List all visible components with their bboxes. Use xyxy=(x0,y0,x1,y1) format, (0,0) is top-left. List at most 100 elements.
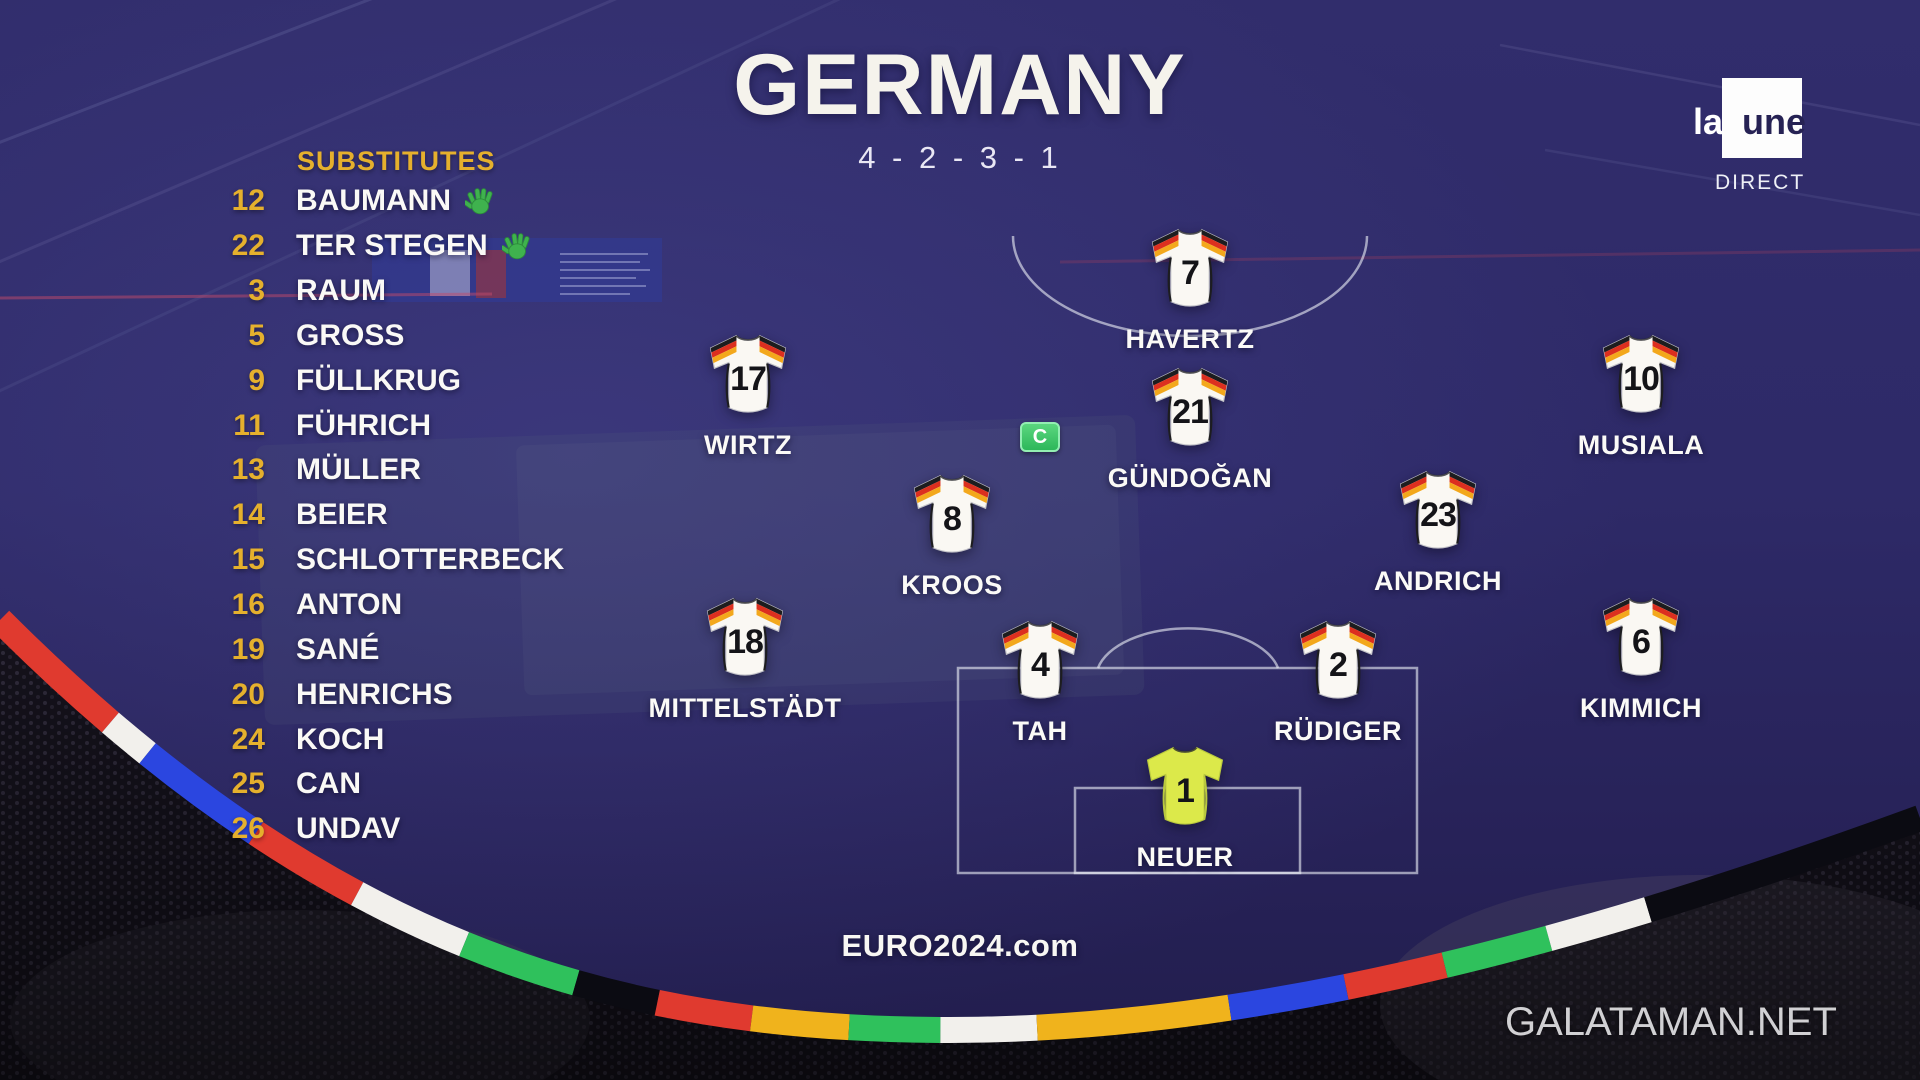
substitute-row: 5 GROSS xyxy=(150,314,670,359)
substitute-number: 9 xyxy=(248,363,265,397)
logo-une: une xyxy=(1742,101,1807,142)
substitute-name: FÜLLKRUG xyxy=(296,363,461,397)
player-jersey: 18 xyxy=(697,590,793,686)
watermark: GALATAMAN.NET xyxy=(1505,1000,1837,1044)
player-jersey: 2 xyxy=(1290,613,1386,709)
player-jersey: 10 xyxy=(1593,327,1689,423)
player-slot: 10 MUSIALA xyxy=(1521,327,1761,461)
player-slot: 2 RÜDIGER xyxy=(1218,613,1458,747)
substitute-name: ANTON xyxy=(296,588,403,622)
jersey-number: 2 xyxy=(1329,646,1348,684)
substitute-number: 5 xyxy=(248,318,265,352)
captain-badge: C xyxy=(1020,422,1060,452)
substitute-row: 3 RAUM xyxy=(150,269,670,314)
header: GERMANY 4 - 2 - 3 - 1 xyxy=(0,42,1920,176)
jersey-number: 17 xyxy=(730,360,767,398)
player-jersey: 17 xyxy=(700,327,796,423)
pitch-lines xyxy=(956,235,1419,875)
substitute-number: 12 xyxy=(231,184,265,218)
substitute-number: 19 xyxy=(231,632,265,666)
player-name: KIMMICH xyxy=(1580,693,1702,723)
substitute-name: SANÉ xyxy=(296,632,380,666)
player-jersey: 23 xyxy=(1390,463,1486,559)
jersey-number: 18 xyxy=(727,623,764,661)
substitute-number: 13 xyxy=(231,453,265,487)
live-badge: DIRECT xyxy=(1715,171,1806,194)
player-name: MITTELSTÄDT xyxy=(648,693,842,723)
player-slot: 8 KROOS xyxy=(832,467,1072,601)
substitute-row: 11 FÜHRICH xyxy=(150,403,670,448)
player-slot: 4 TAH xyxy=(920,613,1160,747)
player-slot: 21 C GÜNDOĞAN xyxy=(1020,360,1310,494)
logo-box xyxy=(1722,78,1802,158)
player-jersey: 7 xyxy=(1142,221,1238,317)
player-jersey: 21 xyxy=(1142,360,1238,456)
player-name: WIRTZ xyxy=(704,430,792,460)
jersey-number: 10 xyxy=(1623,360,1660,398)
substitute-number: 11 xyxy=(233,408,265,442)
substitute-row: 14 BEIER xyxy=(150,493,670,538)
substitute-name: FÜHRICH xyxy=(296,408,431,442)
substitute-number: 20 xyxy=(231,677,265,711)
substitute-number: 26 xyxy=(231,812,265,846)
channel-logo: la une DIRECT xyxy=(1693,75,1823,195)
substitute-row: 24 KOCH xyxy=(150,717,670,762)
substitute-number: 15 xyxy=(231,543,265,577)
substitute-name: KOCH xyxy=(296,722,385,756)
jersey-number: 23 xyxy=(1420,496,1457,534)
jersey-number: 8 xyxy=(943,500,962,538)
penalty-arc-line xyxy=(1096,627,1280,669)
substitute-number: 24 xyxy=(231,722,265,756)
player-jersey: 1 xyxy=(1137,739,1233,835)
goalkeeper-gloves-icon xyxy=(464,188,494,215)
substitute-name: MÜLLER xyxy=(296,453,421,487)
substitute-row: 16 ANTON xyxy=(150,583,670,628)
substitute-number: 25 xyxy=(231,767,265,801)
substitute-name: TER STEGEN xyxy=(296,229,488,263)
player-slot: 17 WIRTZ xyxy=(628,327,868,461)
substitute-row: 13 MÜLLER xyxy=(150,448,670,493)
goalkeeper-gloves-icon xyxy=(501,233,530,260)
substitute-row: 15 SCHLOTTERBECK xyxy=(150,538,670,583)
player-name: RÜDIGER xyxy=(1273,716,1402,746)
euro-arc xyxy=(0,610,1920,1044)
substitute-row: 22 TER STEGEN xyxy=(150,224,670,269)
player-name: MUSIALA xyxy=(1577,430,1705,460)
substitutes-panel: SUBSTITUTES 12 BAUMANN 22 TER STEGEN 3 R… xyxy=(150,146,670,852)
substitute-row: 25 CAN xyxy=(150,762,670,807)
substitute-number: 16 xyxy=(231,588,265,622)
player-name: NEUER xyxy=(1136,842,1234,872)
substitute-row: 20 HENRICHS xyxy=(150,672,670,717)
logo-la: la xyxy=(1693,101,1724,142)
substitute-row: 26 UNDAV xyxy=(150,807,670,852)
player-jersey: 6 xyxy=(1593,590,1689,686)
crowd xyxy=(0,620,1920,1080)
player-slot: 18 MITTELSTÄDT xyxy=(625,590,865,724)
formation-label: 4 - 2 - 3 - 1 xyxy=(858,140,1062,175)
led-ribbon xyxy=(0,292,493,300)
substitute-name: GROSS xyxy=(296,318,405,352)
player-name: ANDRICH xyxy=(1374,566,1502,596)
substitute-row: 12 BAUMANN xyxy=(150,179,670,224)
jersey-number: 21 xyxy=(1172,393,1209,431)
player-slot: 6 KIMMICH xyxy=(1521,590,1761,724)
substitute-name: UNDAV xyxy=(296,812,401,846)
team-title: GERMANY xyxy=(733,37,1187,133)
player-jersey: 4 xyxy=(992,613,1088,709)
player-slot: 23 ANDRICH xyxy=(1318,463,1558,597)
player-name: TAH xyxy=(1012,716,1068,746)
player-slot: 7 HAVERTZ xyxy=(1070,221,1310,355)
player-jersey: 8 xyxy=(904,467,1000,563)
substitutes-list: 12 BAUMANN 22 TER STEGEN 3 RAUM 5 GROSS xyxy=(150,179,670,852)
substitute-row: 9 FÜLLKRUG xyxy=(150,358,670,403)
tournament-url: EURO2024.com xyxy=(841,928,1079,963)
jersey-number: 1 xyxy=(1176,772,1195,810)
center-circle-line xyxy=(1011,235,1369,338)
substitute-name: BAUMANN xyxy=(296,184,451,218)
jersey-number: 7 xyxy=(1181,254,1200,292)
substitute-number: 22 xyxy=(231,229,265,263)
jersey-number: 6 xyxy=(1632,623,1651,661)
substitutes-title: SUBSTITUTES xyxy=(297,146,496,176)
player-name: HAVERTZ xyxy=(1125,324,1255,354)
